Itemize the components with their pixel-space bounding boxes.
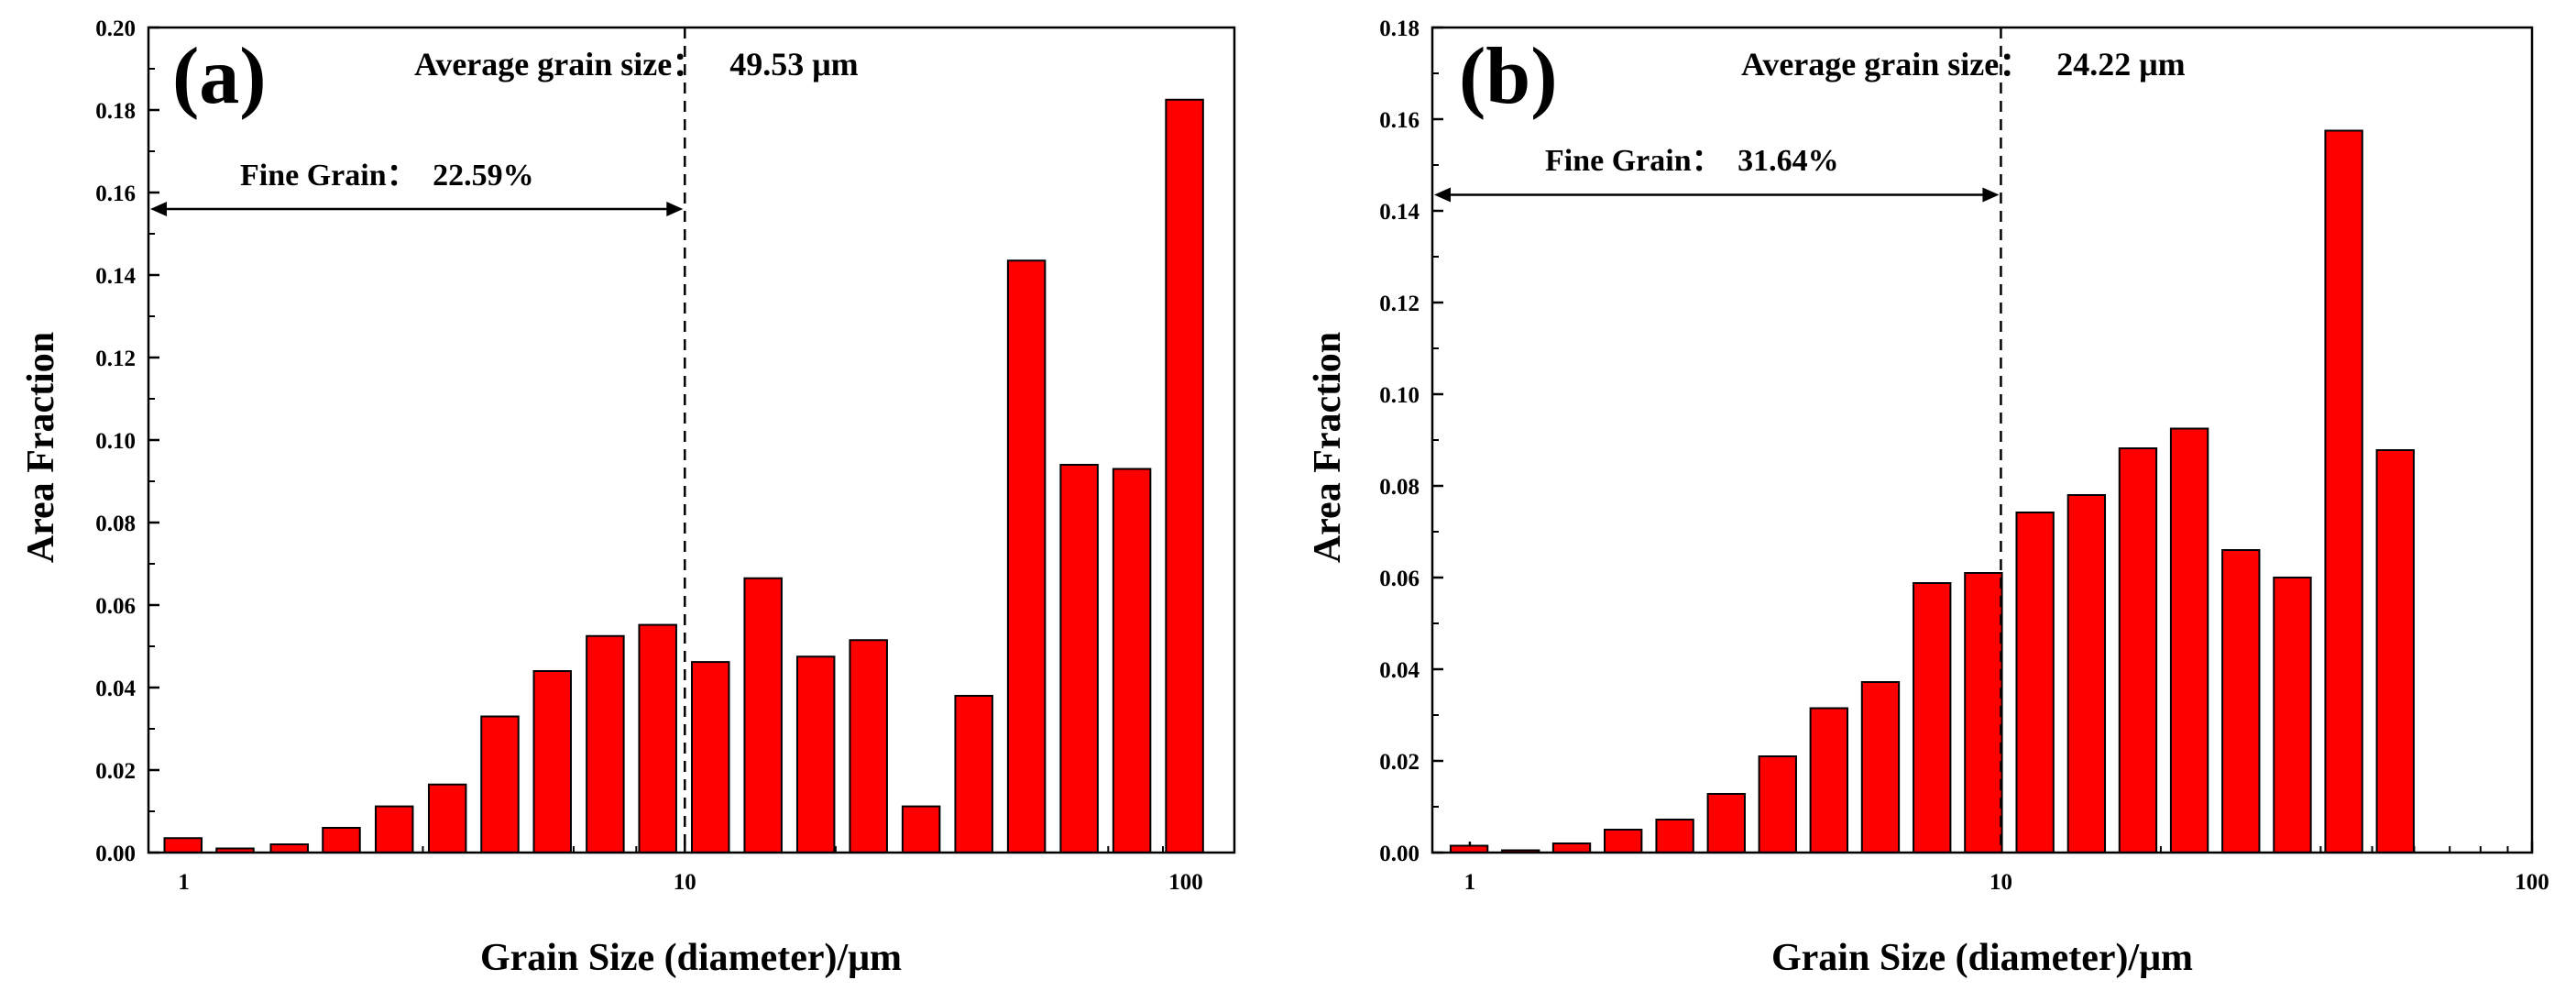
x-axis-title: Grain Size (diameter)/μm [480,937,902,979]
y-tick-label: 0.12 [1379,292,1420,316]
average-value: 49.53 μm [729,46,858,83]
bar [901,805,941,853]
bar [1964,572,2003,853]
bar [2118,447,2158,853]
y-tick-label: 0.10 [1379,383,1420,408]
fine-grain-arrowhead-left [1434,187,1451,203]
fine-grain-arrowhead-right [1982,187,2000,203]
bar [1604,829,1643,853]
y-tick-label: 0.04 [1379,658,1420,683]
bar [1860,681,1901,853]
bar [2375,449,2415,853]
y-tick-label: 0.18 [1379,17,1420,41]
bar [795,655,836,853]
fine-grain-arrowhead-right [666,202,684,216]
y-tick-label: 0.14 [95,264,136,289]
y-tick-label: 0.10 [95,429,136,454]
bar [1165,98,1204,853]
bar [743,577,783,853]
plot-frame [1431,26,2534,854]
average-value: 24.22 μm [2056,46,2185,83]
bar [322,827,361,853]
bar [1706,793,1746,853]
x-tick-labels: 1 10 100 [1464,870,2549,895]
y-tick-label: 0.14 [1379,200,1420,225]
panel-label: (a) [172,32,267,121]
bar [1112,468,1152,853]
bar [1809,707,1848,853]
plot-frame [147,26,1236,854]
bar [2221,549,2261,853]
y-tick-labels: 0.00 0.02 0.04 0.06 0.08 0.10 0.12 0.14 0.16 0.18… [95,17,136,866]
y-tick-marks [1432,26,1443,854]
fine-label: Fine Grain： [240,159,418,193]
bar [427,783,467,853]
bar [638,623,677,853]
y-axis-title: Area Fraction [20,332,62,563]
bar [2169,427,2209,853]
bar [2066,494,2107,853]
bar [163,837,203,853]
x-tick-label: 1 [1464,870,1476,895]
bar [586,634,625,853]
chart-panel-a: Area Fraction 0.000.020.040.060.080.100.… [20,17,1236,979]
average-grain-size-annotation: Average grain size： 49.53 μm [414,46,859,83]
bar-series [1449,129,2415,853]
bar [2273,577,2312,853]
bar [1655,819,1694,853]
x-tick-labels: 1 10 100 [178,870,1202,895]
bar [480,715,520,853]
y-tick-label: 0.16 [1379,108,1420,133]
y-tick-label: 0.02 [1379,750,1420,775]
y-tick-label: 0.00 [95,842,136,866]
y-tick-label: 0.00 [1379,842,1420,866]
fine-grain-annotation: Fine Grain： 22.59% [240,159,534,193]
bar [2015,512,2055,853]
y-tick-marks [148,26,159,854]
bar [1006,259,1047,853]
bar [691,661,730,853]
bar [1551,842,1592,853]
bar [374,805,414,853]
fine-grain-arrowhead-left [150,202,167,216]
average-label: Average grain size： [414,46,705,83]
bar [1059,464,1099,853]
y-tick-label: 0.16 [95,182,136,206]
y-tick-label: 0.20 [95,17,136,41]
x-tick-label: 1 [178,870,190,895]
panel-label: (b) [1459,32,1558,121]
x-tick-label: 10 [674,870,696,895]
fine-value: 22.59% [433,159,534,193]
average-grain-size-annotation: Average grain size： 24.22 μm [1741,46,2186,83]
y-tick-label: 0.08 [95,512,136,536]
x-axis-title: Grain Size (diameter)/μm [1771,937,2193,979]
y-tick-label: 0.02 [95,759,136,784]
bar [954,695,993,853]
y-tick-label: 0.06 [95,594,136,619]
average-label: Average grain size： [1741,46,2032,83]
x-tick-label: 10 [1990,870,2012,895]
bar [1913,582,1952,853]
y-axis-title: Area Fraction [1307,332,1349,563]
fine-grain-annotation: Fine Grain： 31.64% [1545,144,1839,178]
chart-panel-b: Area Fraction 0.000.020.040.060.080.100.… [1307,17,2549,979]
bar [1758,755,1797,853]
fine-label: Fine Grain： [1545,144,1723,178]
y-tick-label: 0.18 [95,99,136,124]
bar [2324,129,2363,853]
y-tick-label: 0.04 [95,677,136,701]
y-tick-label: 0.12 [95,347,136,371]
bar [532,670,573,853]
y-tick-label: 0.06 [1379,567,1420,591]
y-tick-labels: 0.00 0.02 0.04 0.06 0.08 0.10 0.12 0.14 0.16 0.18 [1379,17,1420,866]
y-tick-label: 0.08 [1379,475,1420,500]
x-tick-label: 100 [1168,870,1203,895]
bar [849,639,888,853]
x-tick-label: 100 [2515,870,2549,895]
fine-value: 31.64% [1737,144,1839,178]
bar-series [163,98,1204,853]
bar [269,843,309,853]
